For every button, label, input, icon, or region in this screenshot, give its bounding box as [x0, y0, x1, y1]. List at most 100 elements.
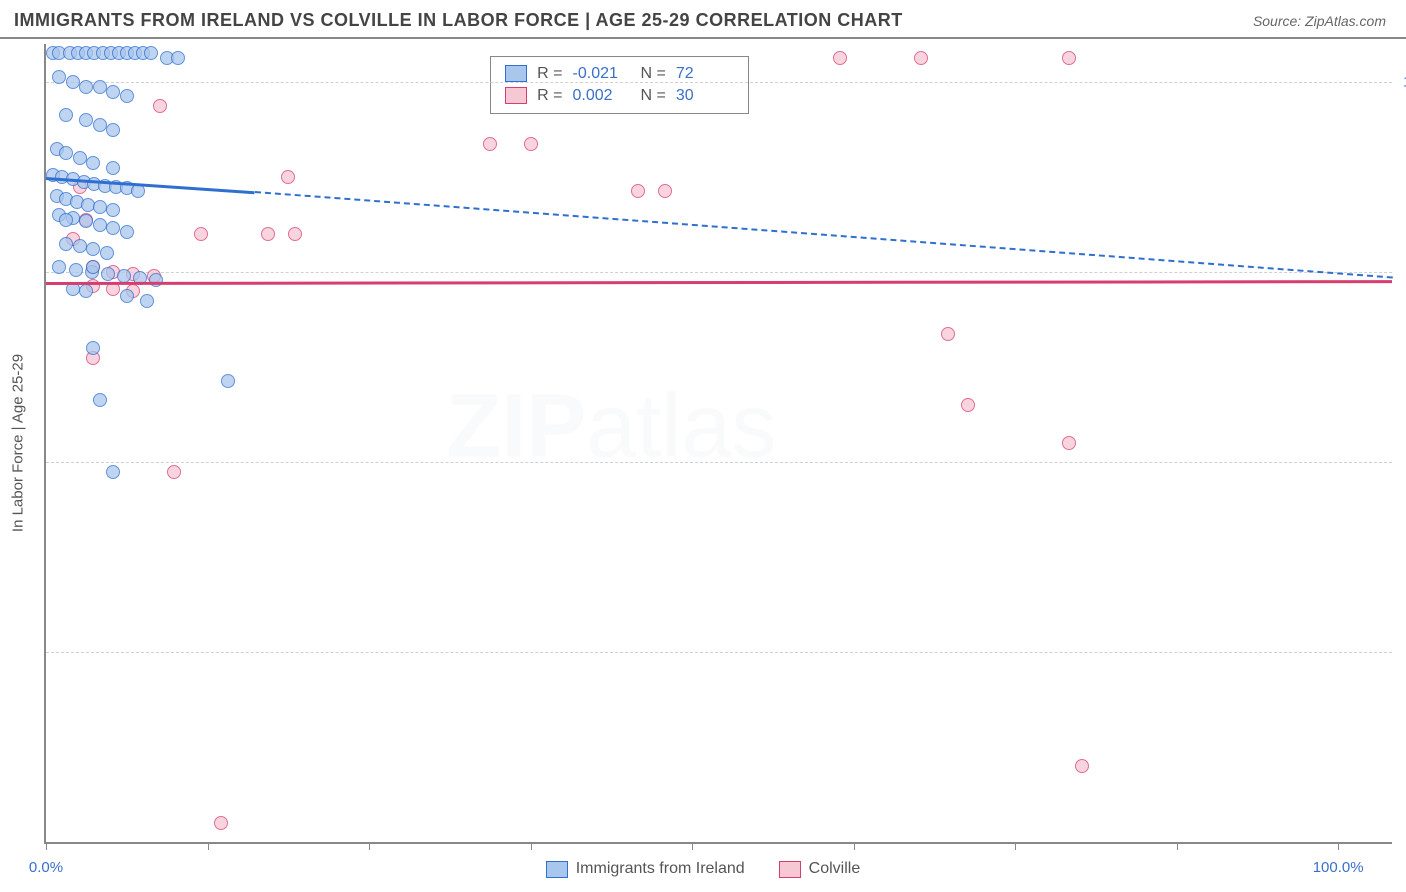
data-point: [117, 269, 131, 283]
data-point: [194, 227, 208, 241]
legend-series: Immigrants from Ireland Colville: [0, 860, 1406, 878]
data-point: [106, 203, 120, 217]
data-point: [658, 184, 672, 198]
data-point: [52, 70, 66, 84]
data-point: [1062, 436, 1076, 450]
x-tick: [46, 842, 47, 850]
data-point: [961, 398, 975, 412]
data-point: [1075, 759, 1089, 773]
data-point: [120, 89, 134, 103]
x-tick: [854, 842, 855, 850]
plot-region: ZIPatlas In Labor Force | Age 25-29 R = …: [44, 44, 1392, 844]
data-point: [483, 137, 497, 151]
data-point: [941, 327, 955, 341]
n-value-b: 30: [676, 87, 734, 105]
y-axis-title: In Labor Force | Age 25-29: [10, 354, 27, 532]
r-label-a: R =: [537, 65, 562, 83]
data-point: [261, 227, 275, 241]
data-point: [69, 263, 83, 277]
x-tick: [1015, 842, 1016, 850]
legend-label-b: Colville: [809, 860, 861, 878]
legend-row-b: R = 0.002 N = 30: [505, 85, 734, 107]
data-point: [100, 246, 114, 260]
data-point: [59, 146, 73, 160]
r-label-b: R =: [537, 87, 562, 105]
x-tick: [208, 842, 209, 850]
data-point: [167, 465, 181, 479]
trend-line: [255, 191, 1393, 278]
data-point: [86, 341, 100, 355]
trend-line: [46, 280, 1392, 285]
data-point: [631, 184, 645, 198]
data-point: [79, 80, 93, 94]
data-point: [106, 465, 120, 479]
n-label-a: N =: [641, 65, 666, 83]
r-value-b: 0.002: [573, 87, 631, 105]
data-point: [93, 393, 107, 407]
legend-item-b: Colville: [779, 860, 861, 878]
data-point: [86, 242, 100, 256]
data-point: [120, 225, 134, 239]
data-point: [144, 46, 158, 60]
chart-source: Source: ZipAtlas.com: [1253, 13, 1386, 29]
legend-item-a: Immigrants from Ireland: [546, 860, 745, 878]
data-point: [86, 156, 100, 170]
x-tick: [1177, 842, 1178, 850]
swatch-series-a-bottom: [546, 861, 568, 878]
data-point: [93, 118, 107, 132]
data-point: [288, 227, 302, 241]
gridline: [46, 272, 1392, 273]
data-point: [86, 260, 100, 274]
data-point: [73, 239, 87, 253]
x-tick: [369, 842, 370, 850]
data-point: [93, 218, 107, 232]
data-point: [120, 289, 134, 303]
watermark: ZIPatlas: [446, 376, 776, 479]
data-point: [833, 51, 847, 65]
gridline: [46, 652, 1392, 653]
data-point: [106, 123, 120, 137]
data-point: [79, 284, 93, 298]
gridline: [46, 462, 1392, 463]
x-tick: [531, 842, 532, 850]
data-point: [79, 214, 93, 228]
r-value-a: -0.021: [573, 65, 631, 83]
swatch-series-b-bottom: [779, 861, 801, 878]
data-point: [66, 75, 80, 89]
data-point: [524, 137, 538, 151]
chart-title: IMMIGRANTS FROM IRELAND VS COLVILLE IN L…: [14, 10, 903, 31]
data-point: [59, 213, 73, 227]
swatch-series-b: [505, 87, 527, 104]
source-prefix: Source:: [1253, 13, 1305, 29]
data-point: [59, 108, 73, 122]
gridline: [46, 82, 1392, 83]
data-point: [171, 51, 185, 65]
data-point: [106, 161, 120, 175]
data-point: [101, 267, 115, 281]
data-point: [221, 374, 235, 388]
data-point: [153, 99, 167, 113]
data-point: [1062, 51, 1076, 65]
data-point: [59, 237, 73, 251]
data-point: [106, 85, 120, 99]
chart-header: IMMIGRANTS FROM IRELAND VS COLVILLE IN L…: [0, 0, 1406, 39]
data-point: [79, 113, 93, 127]
legend-correlation: R = -0.021 N = 72 R = 0.002 N = 30: [490, 56, 749, 114]
data-point: [106, 221, 120, 235]
n-label-b: N =: [641, 87, 666, 105]
data-point: [914, 51, 928, 65]
x-tick: [692, 842, 693, 850]
legend-label-a: Immigrants from Ireland: [576, 860, 745, 878]
chart-area: ZIPatlas In Labor Force | Age 25-29 R = …: [44, 44, 1392, 844]
data-point: [281, 170, 295, 184]
data-point: [52, 260, 66, 274]
source-name: ZipAtlas.com: [1305, 13, 1386, 29]
n-value-a: 72: [676, 65, 734, 83]
x-tick: [1338, 842, 1339, 850]
data-point: [93, 80, 107, 94]
data-point: [140, 294, 154, 308]
data-point: [214, 816, 228, 830]
data-point: [73, 151, 87, 165]
swatch-series-a: [505, 65, 527, 82]
data-point: [93, 200, 107, 214]
